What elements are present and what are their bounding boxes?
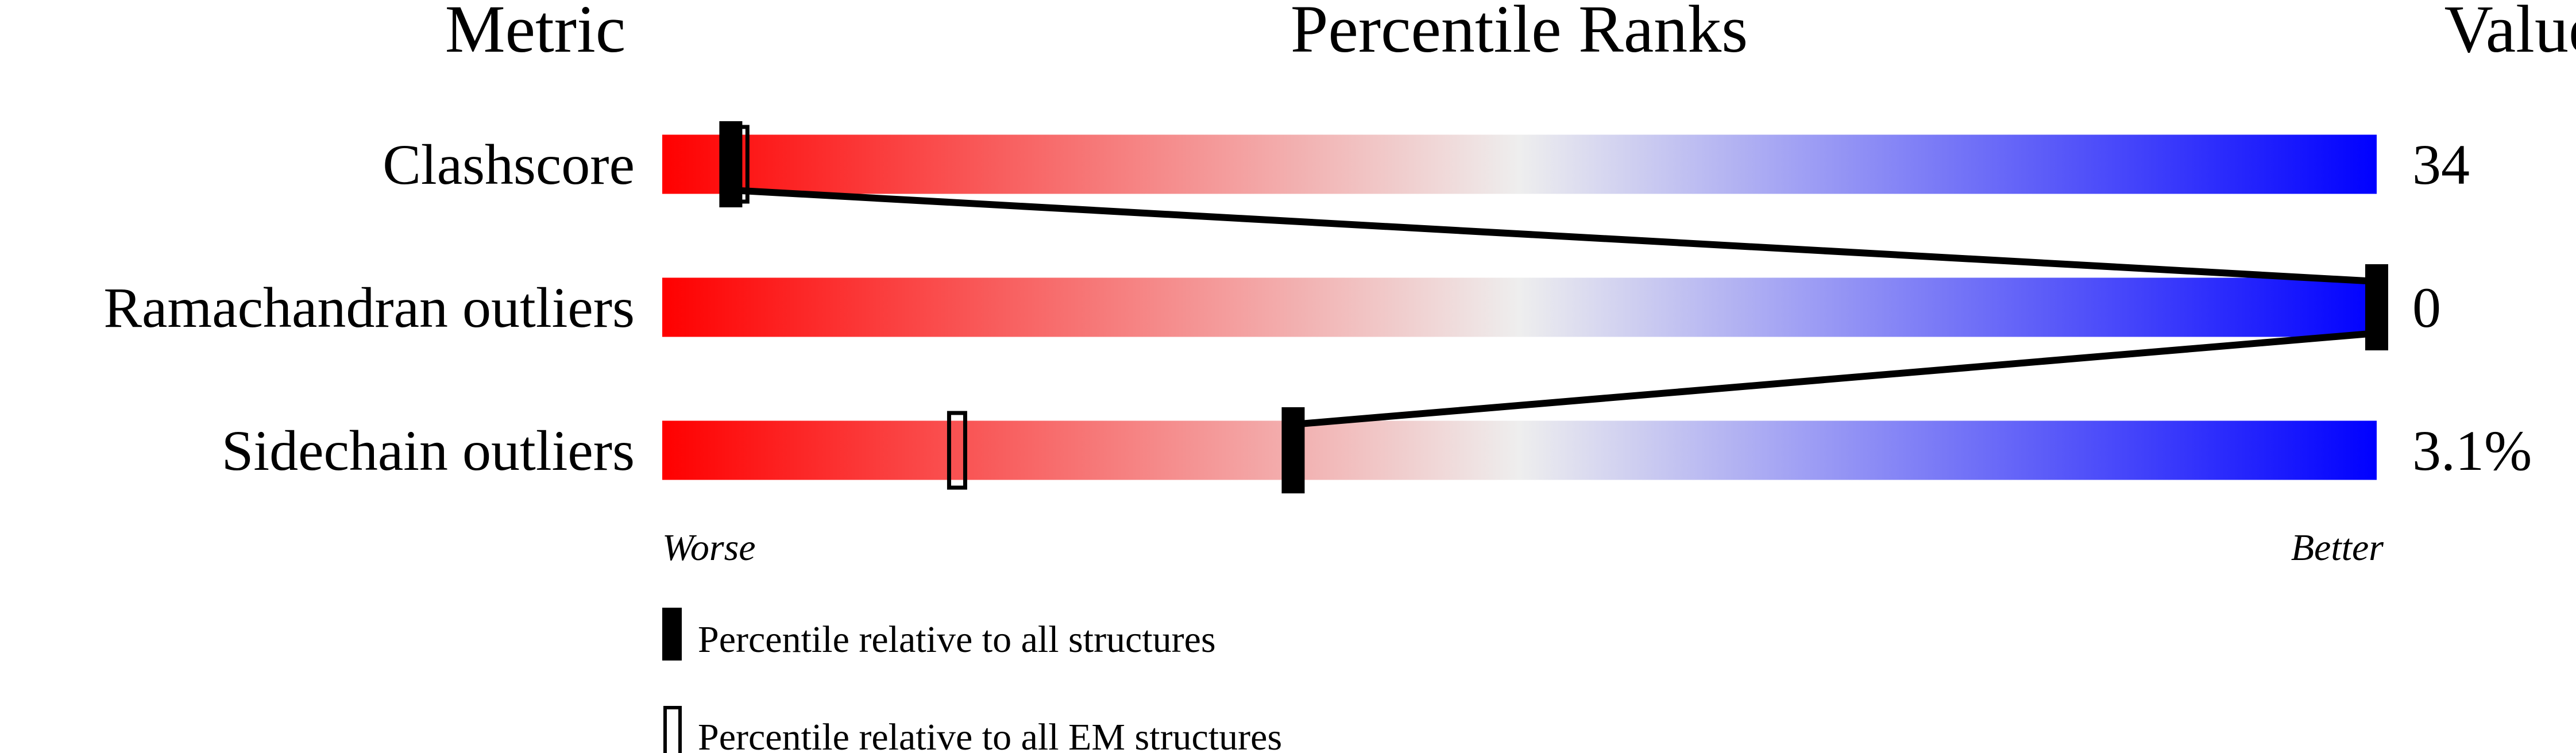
metric-label: Clashscore <box>383 133 635 196</box>
header-percentile-ranks: Percentile Ranks <box>1291 0 1748 67</box>
metric-label: Ramachandran outliers <box>103 276 635 339</box>
connector-line <box>1292 330 2377 428</box>
worse-label: Worse <box>662 527 756 569</box>
legend-open-marker <box>663 706 682 753</box>
em-percentile-marker <box>947 411 967 490</box>
header-metric: Metric <box>445 0 626 67</box>
percentile-bar <box>662 277 2377 337</box>
all-percentile-marker <box>719 121 743 207</box>
percentile-bar <box>662 134 2377 194</box>
all-percentile-marker <box>1281 407 1305 493</box>
percentile-bar <box>662 420 2377 480</box>
connector-line <box>731 187 2377 285</box>
legend-em-label: Percentile relative to all EM structures <box>698 716 1282 753</box>
all-percentile-marker <box>2365 264 2388 350</box>
better-label: Better <box>2291 527 2384 569</box>
metric-value: 3.1% <box>2412 419 2532 482</box>
metric-value: 0 <box>2412 276 2441 339</box>
legend-filled-marker <box>662 608 682 661</box>
legend-all-label: Percentile relative to all structures <box>698 619 1216 661</box>
metric-value: 34 <box>2412 133 2470 196</box>
metric-label: Sidechain outliers <box>222 419 635 482</box>
header-value: Value <box>2444 0 2576 67</box>
